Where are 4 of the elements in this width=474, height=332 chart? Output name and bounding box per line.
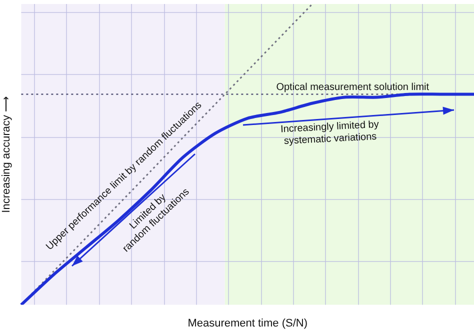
ref-line-label: Optical measurement solution limit <box>276 82 430 93</box>
y-axis-title: Increasing accuracy ⟶ <box>0 96 13 213</box>
x-axis-title: Measurement time (S/N) <box>188 317 308 330</box>
annotation: Increasingly limited by systematic variations <box>280 119 380 148</box>
